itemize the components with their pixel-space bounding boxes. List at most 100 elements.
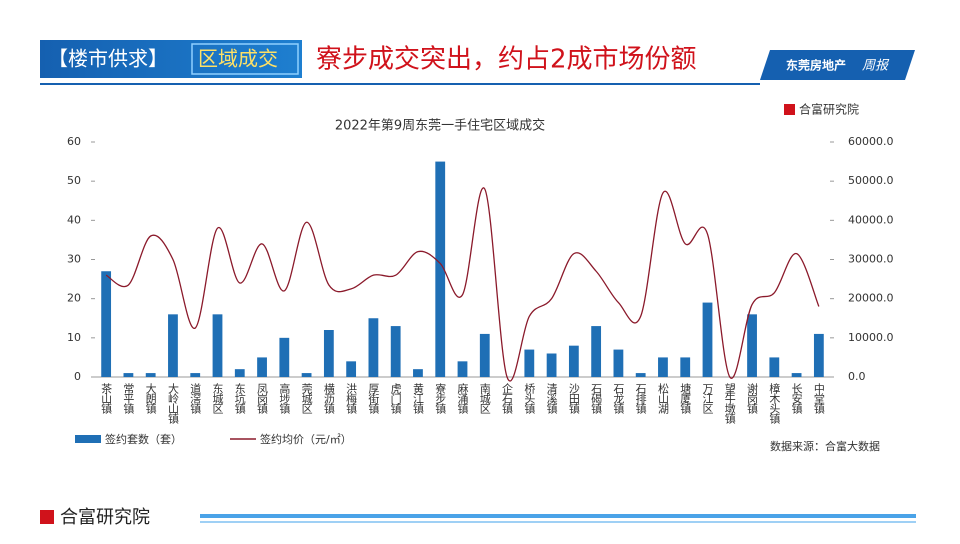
x-tick-label: 东城区 bbox=[211, 383, 224, 414]
x-tick-label: 清溪镇 bbox=[545, 383, 558, 415]
header-tag: 【楼市供求】 bbox=[48, 47, 168, 71]
x-tick-label: 麻涌镇 bbox=[456, 382, 469, 415]
x-tick-label: 万江区 bbox=[701, 383, 714, 414]
bar bbox=[234, 369, 245, 377]
x-tick-label: 塘厦镇 bbox=[679, 382, 692, 415]
y2-tick-label: 60000.0 bbox=[848, 135, 894, 148]
x-tick-label: 长安镇 bbox=[790, 383, 803, 415]
x-tick-label: 东坑镇 bbox=[233, 383, 246, 415]
y-tick-label: 0 bbox=[74, 370, 81, 383]
bar bbox=[613, 349, 624, 377]
bar bbox=[591, 326, 602, 377]
bar bbox=[279, 337, 290, 377]
bar bbox=[101, 271, 112, 377]
bar bbox=[546, 353, 557, 377]
header-title: 寮步成交突出，约占2成市场份额 bbox=[316, 45, 697, 75]
x-tick-label: 企石镇 bbox=[501, 382, 514, 415]
bar bbox=[390, 326, 401, 377]
legend-label: 签约均价（元/㎡） bbox=[260, 432, 352, 446]
x-tick-label: 横沥镇 bbox=[322, 382, 335, 415]
bar bbox=[413, 369, 423, 377]
bar bbox=[301, 373, 312, 377]
x-tick-label: 松山湖 bbox=[656, 382, 669, 415]
bar bbox=[212, 314, 223, 377]
bar bbox=[680, 357, 691, 377]
x-tick-label: 大岭山镇 bbox=[166, 382, 179, 425]
x-tick-label: 大朗镇 bbox=[144, 382, 157, 415]
y-tick-label: 20 bbox=[67, 292, 81, 305]
y-tick-label: 50 bbox=[67, 174, 81, 187]
bar bbox=[813, 333, 824, 377]
x-tick-label: 沙田镇 bbox=[567, 383, 580, 415]
bar bbox=[145, 373, 156, 377]
bar bbox=[346, 361, 357, 377]
y-tick-label: 10 bbox=[67, 331, 81, 344]
bar bbox=[769, 357, 780, 377]
chart-title: 2022年第9周东莞一手住宅区域成交 bbox=[335, 118, 545, 134]
brand: 东莞房地产 bbox=[786, 58, 846, 73]
y2-tick-label: 30000.0 bbox=[848, 253, 894, 266]
y2-tick-label: 50000.0 bbox=[848, 174, 894, 187]
x-tick-label: 石碣镇 bbox=[590, 383, 603, 415]
y2-tick-label: 0.0 bbox=[848, 370, 866, 383]
source: 数据来源：合富大数据 bbox=[770, 439, 880, 453]
x-tick-label: 道滘镇 bbox=[189, 382, 202, 415]
bar bbox=[791, 373, 802, 377]
x-tick-label: 高埗镇 bbox=[278, 382, 291, 415]
logo-icon bbox=[784, 104, 795, 115]
bar bbox=[479, 333, 490, 377]
bar bbox=[190, 373, 201, 377]
header-section: 区域成交 bbox=[198, 47, 278, 71]
bar bbox=[568, 345, 579, 377]
x-tick-label: 凤岗镇 bbox=[256, 383, 269, 415]
bar bbox=[702, 302, 713, 377]
bar bbox=[747, 314, 757, 377]
legend-label: 签约套数（套） bbox=[105, 432, 182, 446]
bar bbox=[435, 161, 446, 377]
line bbox=[105, 187, 820, 382]
bar bbox=[168, 314, 178, 377]
legend-swatch bbox=[75, 435, 101, 443]
y-tick-label: 40 bbox=[67, 213, 81, 226]
x-tick-label: 洪梅镇 bbox=[345, 382, 358, 415]
x-tick-label: 中堂镇 bbox=[812, 383, 825, 415]
y2-tick-label: 40000.0 bbox=[848, 213, 894, 226]
x-tick-label: 常平镇 bbox=[122, 383, 135, 415]
bar bbox=[123, 373, 134, 377]
header-box bbox=[40, 40, 302, 78]
y-tick-label: 30 bbox=[67, 253, 81, 266]
bar bbox=[368, 318, 379, 377]
x-tick-label: 樟木头镇 bbox=[768, 382, 781, 425]
x-tick-label: 厚街镇 bbox=[367, 383, 380, 415]
bar bbox=[323, 330, 334, 377]
section-frame bbox=[191, 43, 299, 75]
bar bbox=[524, 349, 535, 377]
x-tick-label: 桥头镇 bbox=[523, 383, 536, 415]
x-tick-label: 谢岗镇 bbox=[746, 382, 759, 415]
x-tick-label: 石龙镇 bbox=[612, 383, 625, 415]
logo-text: 合富研究院 bbox=[799, 102, 859, 117]
brand-script: 周报 bbox=[862, 59, 890, 74]
y-tick-label: 60 bbox=[67, 135, 81, 148]
x-tick-label: 虎门镇 bbox=[389, 383, 402, 415]
x-tick-label: 黄江镇 bbox=[411, 382, 424, 415]
x-tick-label: 寮步镇 bbox=[434, 382, 447, 415]
x-tick-label: 南城区 bbox=[478, 383, 491, 414]
y2-tick-label: 20000.0 bbox=[848, 292, 894, 305]
x-tick-label: 石排镇 bbox=[634, 383, 647, 415]
bar bbox=[658, 357, 668, 377]
bar bbox=[257, 357, 267, 377]
footer-stripe bbox=[200, 521, 916, 523]
footer-text: 合富研究院 bbox=[60, 507, 150, 528]
x-tick-label: 莞城区 bbox=[300, 383, 313, 414]
brand-box bbox=[760, 50, 915, 80]
x-tick-label: 茶山镇 bbox=[100, 383, 113, 415]
footer-stripe bbox=[200, 514, 916, 518]
y2-tick-label: 10000.0 bbox=[848, 331, 894, 344]
x-tick-label: 望牛墩镇 bbox=[723, 383, 736, 425]
bar bbox=[635, 373, 646, 377]
footer-icon bbox=[40, 510, 54, 524]
bar bbox=[457, 361, 468, 377]
